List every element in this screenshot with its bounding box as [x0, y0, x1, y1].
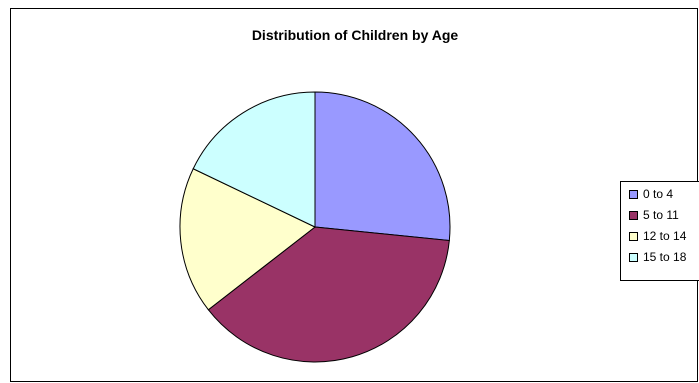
chart-area: Distribution of Children by Age 0 to 4 5 … [10, 8, 699, 382]
legend-label: 15 to 18 [643, 250, 687, 264]
legend-item: 5 to 11 [629, 208, 679, 222]
legend-item: 12 to 14 [629, 229, 686, 243]
pie-slice-0-to-4 [314, 91, 451, 242]
legend: 0 to 4 5 to 11 12 to 14 15 to 18 [620, 181, 699, 281]
legend-label: 0 to 4 [643, 187, 674, 201]
legend-item: 0 to 4 [629, 187, 673, 201]
legend-swatch [629, 210, 638, 220]
pie-chart [179, 91, 451, 363]
legend-label: 5 to 11 [643, 208, 679, 222]
legend-item: 15 to 18 [629, 250, 686, 264]
chart-title: Distribution of Children by Age [251, 27, 459, 43]
pie-slice-12-to-14 [179, 168, 316, 311]
legend-swatch [629, 189, 638, 199]
pie-slice-15-to-18 [192, 91, 316, 228]
legend-label: 12 to 14 [643, 229, 687, 243]
pie-slice-5-to-11 [207, 226, 450, 363]
legend-swatch [629, 231, 638, 241]
legend-swatch [629, 252, 638, 262]
